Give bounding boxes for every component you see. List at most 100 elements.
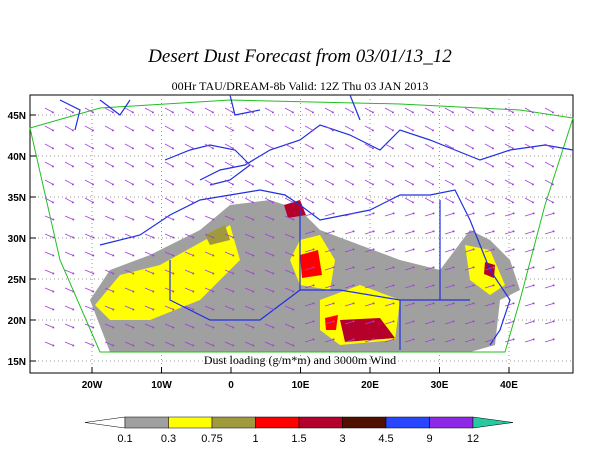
wind-arrow xyxy=(104,197,114,203)
wind-arrow-head xyxy=(392,302,395,305)
wind-arrow-head xyxy=(492,320,495,323)
wind-arrow xyxy=(264,233,274,238)
wind-arrow-head xyxy=(112,308,115,311)
colorbar-segment xyxy=(255,416,300,429)
wind-arrow xyxy=(104,251,114,256)
wind-arrow xyxy=(304,161,314,167)
wind-arrow xyxy=(444,248,454,253)
wind-arrow-head xyxy=(211,147,214,150)
wind-arrow-head xyxy=(271,183,274,186)
wind-arrow xyxy=(144,233,154,238)
wind-arrow-head xyxy=(91,111,94,114)
wind-arrow-head xyxy=(132,272,135,275)
wind-arrow-head xyxy=(211,165,214,168)
wind-arrow-head xyxy=(512,212,515,215)
wind-arrow-head xyxy=(552,302,555,305)
wind-arrow-head xyxy=(352,230,355,233)
wind-arrow xyxy=(284,215,294,220)
wind-arrow xyxy=(384,248,394,253)
colorbar-label: 12 xyxy=(467,433,479,445)
wind-arrow-head xyxy=(552,266,555,269)
wind-arrow xyxy=(284,233,294,238)
wind-arrow-head xyxy=(152,326,155,329)
wind-arrow xyxy=(84,269,94,274)
wind-arrow-head xyxy=(131,165,134,168)
wind-arrow-head xyxy=(472,248,475,251)
wind-arrow-head xyxy=(231,165,234,168)
wind-arrow-head xyxy=(351,129,354,132)
wind-arrow-head xyxy=(172,308,175,311)
wind-arrow xyxy=(544,320,554,325)
wind-arrow xyxy=(124,233,134,238)
wind-arrow-head xyxy=(92,308,95,311)
wind-arrow-head xyxy=(472,284,475,287)
wind-arrow xyxy=(384,338,394,343)
wind-arrow xyxy=(504,212,514,217)
wind-arrow-head xyxy=(51,165,54,168)
wind-arrow xyxy=(384,284,394,289)
wind-arrow xyxy=(324,230,334,235)
title: Desert Dust Forecast from 03/01/13_12 xyxy=(147,46,452,67)
lat-label: 40N xyxy=(8,152,26,163)
wind-arrow xyxy=(424,302,434,307)
wind-arrow-head xyxy=(232,254,235,257)
wind-arrow-head xyxy=(271,165,274,168)
wind-arrow-head xyxy=(551,183,554,186)
wind-arrow-head xyxy=(432,230,435,233)
wind-arrow xyxy=(504,302,514,307)
wind-arrow xyxy=(244,251,254,256)
wind-arrow xyxy=(344,284,354,289)
wind-arrow xyxy=(544,230,554,235)
colorbar-label: 0.1 xyxy=(117,433,132,445)
lon-label: 10E xyxy=(292,380,310,391)
wind-arrow-head xyxy=(352,248,355,251)
wind-arrow xyxy=(364,248,374,253)
wind-arrow-head xyxy=(151,165,154,168)
wind-arrow xyxy=(464,161,474,167)
colorbar-segment xyxy=(385,416,430,429)
wind-arrow-head xyxy=(171,165,174,168)
wind-arrow xyxy=(164,107,174,113)
wind-arrow xyxy=(304,230,314,235)
wind-arrow xyxy=(224,215,234,220)
wind-arrow xyxy=(304,248,314,253)
wind-arrow xyxy=(84,179,94,185)
wind-arrow-head xyxy=(232,344,235,347)
wind-arrow-head xyxy=(332,320,335,323)
wind-arrow-head xyxy=(231,129,234,132)
wind-arrow xyxy=(164,269,174,274)
wind-arrow xyxy=(124,197,134,203)
wind-arrow xyxy=(104,161,114,167)
wind-arrow-head xyxy=(392,338,395,341)
wind-arrow-head xyxy=(92,290,95,293)
wind-arrow-head xyxy=(272,308,275,311)
wind-arrow xyxy=(204,251,214,256)
wind-arrow-head xyxy=(332,248,335,251)
wind-arrow-head xyxy=(492,248,495,251)
wind-arrow-head xyxy=(291,183,294,186)
wind-arrow-head xyxy=(472,320,475,323)
wind-arrow-head xyxy=(511,111,514,114)
wind-arrow-head xyxy=(132,254,135,257)
wind-arrow-head xyxy=(71,147,74,150)
wind-arrow-head xyxy=(372,284,375,287)
wind-arrow-head xyxy=(371,129,374,132)
wind-arrow xyxy=(384,197,394,203)
colorbar-segment xyxy=(429,416,474,429)
wind-arrow-head xyxy=(231,183,234,186)
wind-arrow xyxy=(184,233,194,238)
wind-arrow-head xyxy=(432,266,435,269)
wind-arrow-head xyxy=(252,236,255,239)
wind-arrow-head xyxy=(212,326,215,329)
wind-arrow xyxy=(104,305,114,310)
wind-arrow xyxy=(244,305,254,310)
wind-arrow xyxy=(524,179,534,185)
wind-arrow xyxy=(424,161,434,167)
wind-arrow-head xyxy=(331,147,334,150)
wind-arrow-head xyxy=(212,308,215,311)
wind-arrow-head xyxy=(132,218,135,221)
wind-arrow xyxy=(44,161,54,167)
wind-arrow-head xyxy=(211,183,214,186)
wind-arrow-head xyxy=(91,147,94,150)
wind-arrow xyxy=(264,197,274,203)
